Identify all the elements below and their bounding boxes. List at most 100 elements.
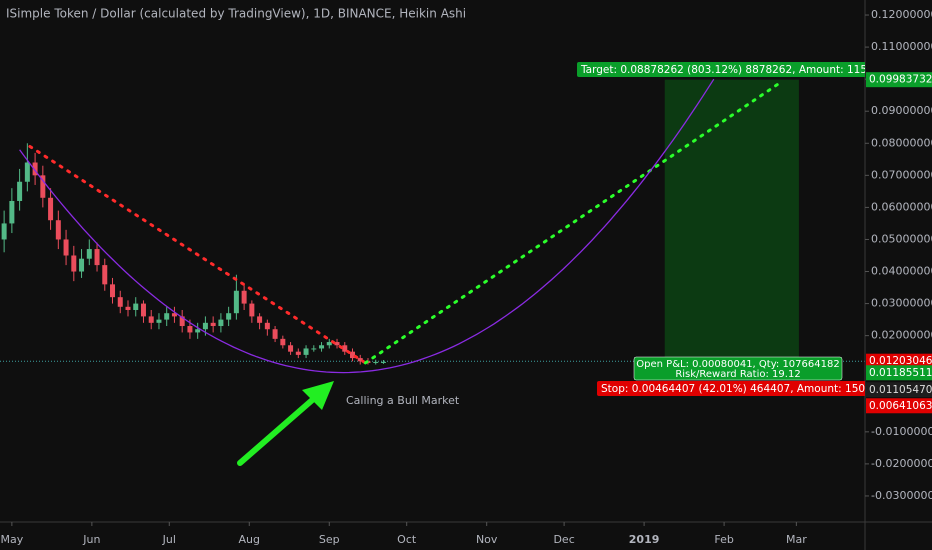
candle-body — [1, 223, 7, 240]
candle-body — [288, 345, 294, 352]
candle-body — [202, 322, 208, 330]
y-tick-label: 0.08000000 — [871, 136, 932, 149]
target-zone — [664, 79, 799, 362]
candle-body — [40, 175, 46, 198]
y-tick-label: -0.03000000 — [871, 489, 932, 502]
candle-body — [187, 326, 193, 333]
stop-label-text: Stop: 0.00464407 (42.01%) 464407, Amount… — [601, 383, 878, 395]
candle-body — [117, 297, 123, 307]
candle-body — [319, 345, 325, 349]
pnl-label-bg — [633, 356, 843, 381]
curve — [19, 78, 715, 374]
candle-body — [357, 358, 363, 362]
candle-body — [94, 249, 100, 266]
candle-body — [350, 351, 356, 359]
candle-body — [71, 255, 77, 272]
y-tick-label: 0.04000000 — [871, 265, 932, 278]
chart-title: ISimple Token / Dollar (calculated by Tr… — [6, 7, 466, 21]
candle-body — [110, 284, 116, 298]
y-tick-label: 0.07000000 — [871, 168, 932, 181]
candle-body — [55, 220, 61, 240]
candle-body — [210, 322, 216, 327]
candle-body — [48, 197, 54, 221]
arrow-head — [302, 381, 334, 410]
x-tick-label: Mar — [786, 533, 807, 546]
candle-body — [373, 361, 379, 363]
candle-body — [32, 162, 38, 176]
candle-body — [164, 313, 170, 320]
target-label-text: Target: 0.08878262 (803.12%) 8878262, Am… — [580, 64, 880, 76]
x-tick-label: Jul — [162, 533, 176, 546]
pnl-label-text: Open P&L: 0.00080041, Qty: 107664182 — [636, 359, 839, 370]
x-tick-label: Aug — [239, 533, 260, 546]
candle-body — [326, 342, 332, 346]
candle-body — [156, 319, 162, 323]
y-tick-label: 0.06000000 — [871, 200, 932, 213]
candle-body — [233, 290, 239, 314]
target-label: Target: 0.08878262 (803.12%) 8878262, Am… — [577, 62, 880, 77]
trend-line — [363, 82, 780, 365]
stop-price-label-bg — [866, 398, 932, 414]
target-label-bg — [577, 62, 865, 77]
x-tick-label: Oct — [397, 533, 417, 546]
candle-body — [148, 316, 154, 323]
candle-body — [226, 313, 232, 320]
arrow — [237, 381, 334, 466]
candle-body — [311, 348, 317, 350]
stop-label-bg — [597, 381, 865, 396]
candle-body — [17, 181, 23, 201]
x-tick-label: Feb — [714, 533, 733, 546]
y-tick-label: -0.01000000 — [871, 425, 932, 438]
candle-body — [171, 313, 177, 317]
entry-price-label-bg — [866, 365, 932, 381]
x-tick-label: May — [0, 533, 23, 546]
candle-body — [257, 316, 263, 323]
x-tick-label: Nov — [476, 533, 498, 546]
ratio-label-text: Risk/Reward Ratio: 19.12 — [675, 369, 800, 380]
x-tick-label: Dec — [553, 533, 574, 546]
arrow-shaft — [237, 392, 321, 466]
candle-body — [241, 290, 247, 304]
candle-body — [24, 162, 30, 182]
x-tick-label: Jun — [82, 533, 100, 546]
candle-body — [249, 303, 255, 317]
candle-body — [334, 342, 340, 346]
candle-body — [264, 322, 270, 330]
last-price-label-bg — [866, 353, 932, 369]
candle-body — [342, 345, 348, 352]
stop-label: Stop: 0.00464407 (42.01%) 464407, Amount… — [597, 381, 878, 396]
candle-body — [303, 348, 309, 355]
candle-body — [86, 249, 92, 259]
candle-body — [380, 361, 386, 363]
candle-body — [9, 200, 15, 224]
candle-body — [125, 306, 131, 310]
entry-price-label: 0.01185511 — [869, 367, 932, 379]
candle-body — [102, 265, 108, 285]
candle-body — [280, 338, 286, 346]
candle-body — [272, 329, 278, 339]
candle-body — [140, 303, 146, 317]
candle-body — [179, 316, 185, 327]
candle-body — [63, 239, 69, 256]
other-price-label-bg — [866, 382, 932, 398]
y-tick-label: 0.12000000 — [871, 8, 932, 21]
y-tick-label: 0.03000000 — [871, 297, 932, 310]
candle-body — [133, 303, 139, 310]
stop-price-label: 0.00641063 — [869, 400, 932, 412]
x-tick-label: Sep — [319, 533, 340, 546]
plot-area — [0, 78, 865, 380]
target-price-label-bg — [866, 72, 932, 88]
y-tick-label: -0.02000000 — [871, 457, 932, 470]
candle-body — [295, 351, 301, 355]
last-price-label: 0.01203046 — [869, 355, 932, 367]
candle-body — [218, 319, 224, 327]
y-tick-label: 0.05000000 — [871, 232, 932, 245]
trend-line — [28, 144, 367, 365]
y-tick-label: 0.11000000 — [871, 40, 932, 53]
annotation: Calling a Bull Market — [346, 394, 460, 407]
candle-body — [79, 258, 85, 272]
y-tick-label: 0.09000000 — [871, 104, 932, 117]
candle-body — [195, 329, 201, 333]
other-price-label: 0.01105470 — [869, 384, 932, 396]
